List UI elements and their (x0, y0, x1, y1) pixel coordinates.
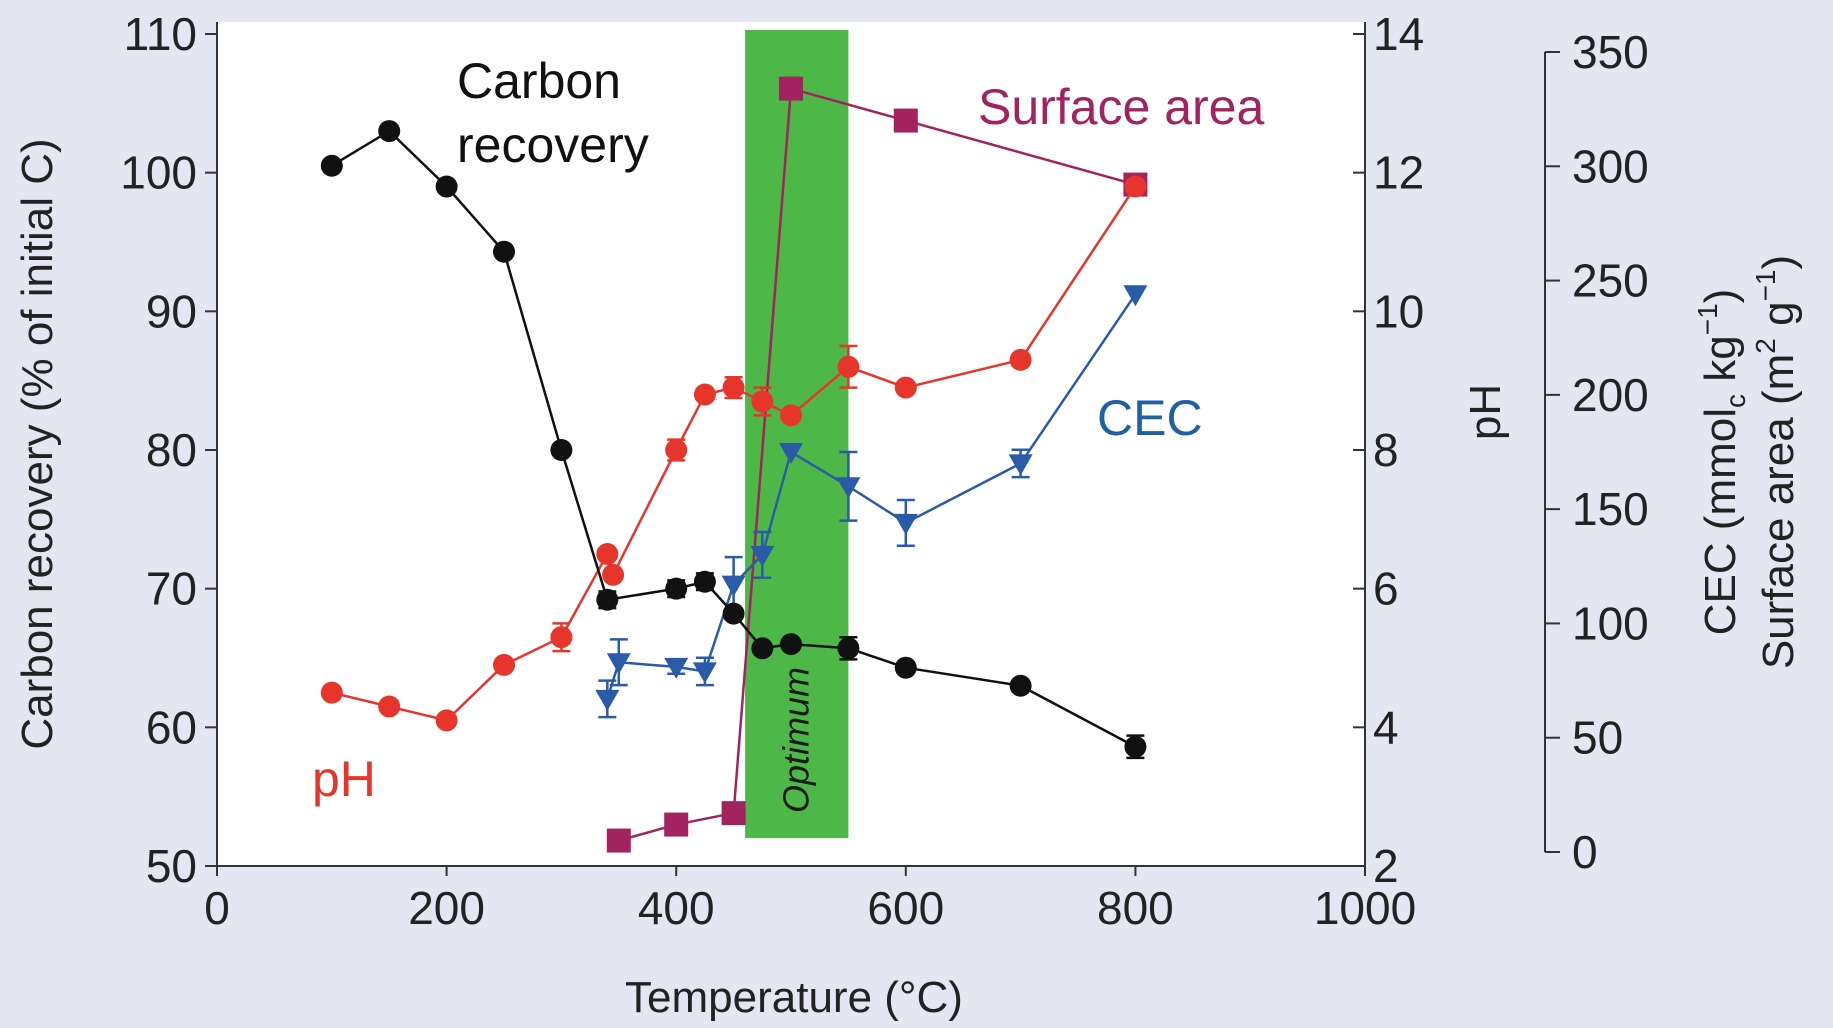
cec-tick-label: 0 (1572, 826, 1598, 878)
carbon-recovery-point (435, 175, 458, 198)
ph-series (320, 175, 1147, 732)
left-tick-label: 50 (146, 840, 197, 892)
ph-line (331, 185, 1137, 722)
ph-tick-label: 10 (1373, 285, 1424, 337)
cec-tick-label: 350 (1572, 26, 1649, 78)
carbon-recovery-label: Carbon (457, 53, 621, 109)
right-axis-title-ph: pH (1461, 384, 1510, 440)
ph-point (693, 383, 716, 406)
surface-area-point (606, 828, 631, 853)
cec-point (836, 477, 861, 499)
surface-area-label: Surface area (978, 79, 1264, 135)
ph-tick-label: 12 (1373, 147, 1424, 199)
carbon-recovery-point (1009, 674, 1032, 697)
ph-point (320, 681, 343, 704)
cec-point (664, 657, 689, 679)
cec-point (692, 662, 717, 684)
optimum-band (745, 30, 849, 838)
x-tick-label: 800 (1097, 882, 1174, 934)
ph-point (780, 404, 802, 427)
carbon-recovery-point (665, 577, 688, 600)
cec-point (779, 443, 803, 464)
ph-point (837, 355, 860, 378)
ph-point (435, 709, 458, 732)
x-tick-label: 200 (408, 882, 485, 934)
cec-point (750, 545, 775, 567)
x-tick-label: 1000 (1314, 882, 1416, 934)
ph-tick-label: 14 (1373, 8, 1424, 60)
ph-label: pH (312, 751, 376, 807)
left-tick-label: 70 (146, 563, 197, 615)
cec-point (721, 575, 746, 597)
x-tick-label: 0 (204, 882, 230, 934)
cec-point (1123, 285, 1148, 307)
cec-tick-label: 300 (1572, 140, 1649, 192)
cec-point (595, 689, 620, 711)
right-axis-title-cec: CEC (mmolc kg−1) (1692, 289, 1751, 636)
carbon-recovery-point (751, 637, 774, 660)
surface-area-point (721, 801, 746, 826)
surface-area-point (779, 76, 803, 101)
ph-point (378, 695, 401, 718)
ph-point (493, 653, 515, 676)
carbon-recovery-label-line2: recovery (457, 117, 649, 173)
x-tick-label: 400 (638, 882, 715, 934)
cec-tick-label: 150 (1572, 483, 1649, 535)
ph-tick-label: 4 (1373, 701, 1399, 753)
cec-point (606, 653, 631, 675)
cec-point (893, 513, 918, 535)
carbon-recovery-point (596, 588, 619, 611)
ph-point (1009, 348, 1032, 371)
surface-area-series (606, 76, 1148, 853)
carbon-recovery-point (780, 633, 802, 656)
cec-tick-label: 100 (1572, 597, 1649, 649)
x-tick-label: 600 (867, 882, 944, 934)
ph-point (1124, 175, 1147, 198)
left-tick-label: 90 (146, 285, 197, 337)
carbon-recovery-point (1124, 735, 1147, 758)
left-tick-label: 110 (124, 8, 197, 60)
carbon-recovery-point (837, 637, 860, 660)
surface-area-point (664, 812, 689, 837)
ph-tick-label: 8 (1373, 424, 1399, 476)
x-axis-title: Temperature (°C) (625, 973, 963, 1022)
left-tick-label: 100 (120, 147, 197, 199)
carbon-recovery-point (320, 154, 343, 177)
cec-tick-label: 250 (1572, 255, 1649, 307)
carbon-recovery-point (894, 656, 917, 679)
right-axis-title-surface-area: Surface area (m2 g−1) (1750, 255, 1803, 669)
carbon-recovery-point (693, 570, 716, 593)
ph-point (751, 390, 774, 413)
cec-point (1008, 454, 1033, 476)
left-tick-label: 60 (146, 701, 197, 753)
ph-point (665, 439, 688, 461)
cec-tick-label: 200 (1572, 369, 1649, 421)
carbon-recovery-point (550, 439, 573, 461)
carbon-recovery-point (722, 602, 745, 625)
ph-tick-label: 6 (1373, 563, 1399, 615)
cec-tick-label: 50 (1572, 712, 1623, 764)
cec-label: CEC (1097, 390, 1203, 446)
ph-tick-label: 2 (1373, 840, 1399, 892)
left-axis-title: Carbon recovery (% of initial C) (13, 138, 62, 749)
ph-point (550, 626, 573, 649)
left-tick-label: 80 (146, 424, 197, 476)
carbon-recovery-point (493, 240, 515, 263)
ph-point (596, 543, 619, 565)
carbon-recovery-series (320, 120, 1147, 760)
ph-point (722, 376, 745, 399)
optimum-band-label: Optimum (776, 667, 817, 813)
ph-point (894, 376, 917, 399)
carbon-recovery-point (378, 120, 401, 143)
ph-point (602, 563, 625, 586)
surface-area-point (893, 108, 918, 133)
